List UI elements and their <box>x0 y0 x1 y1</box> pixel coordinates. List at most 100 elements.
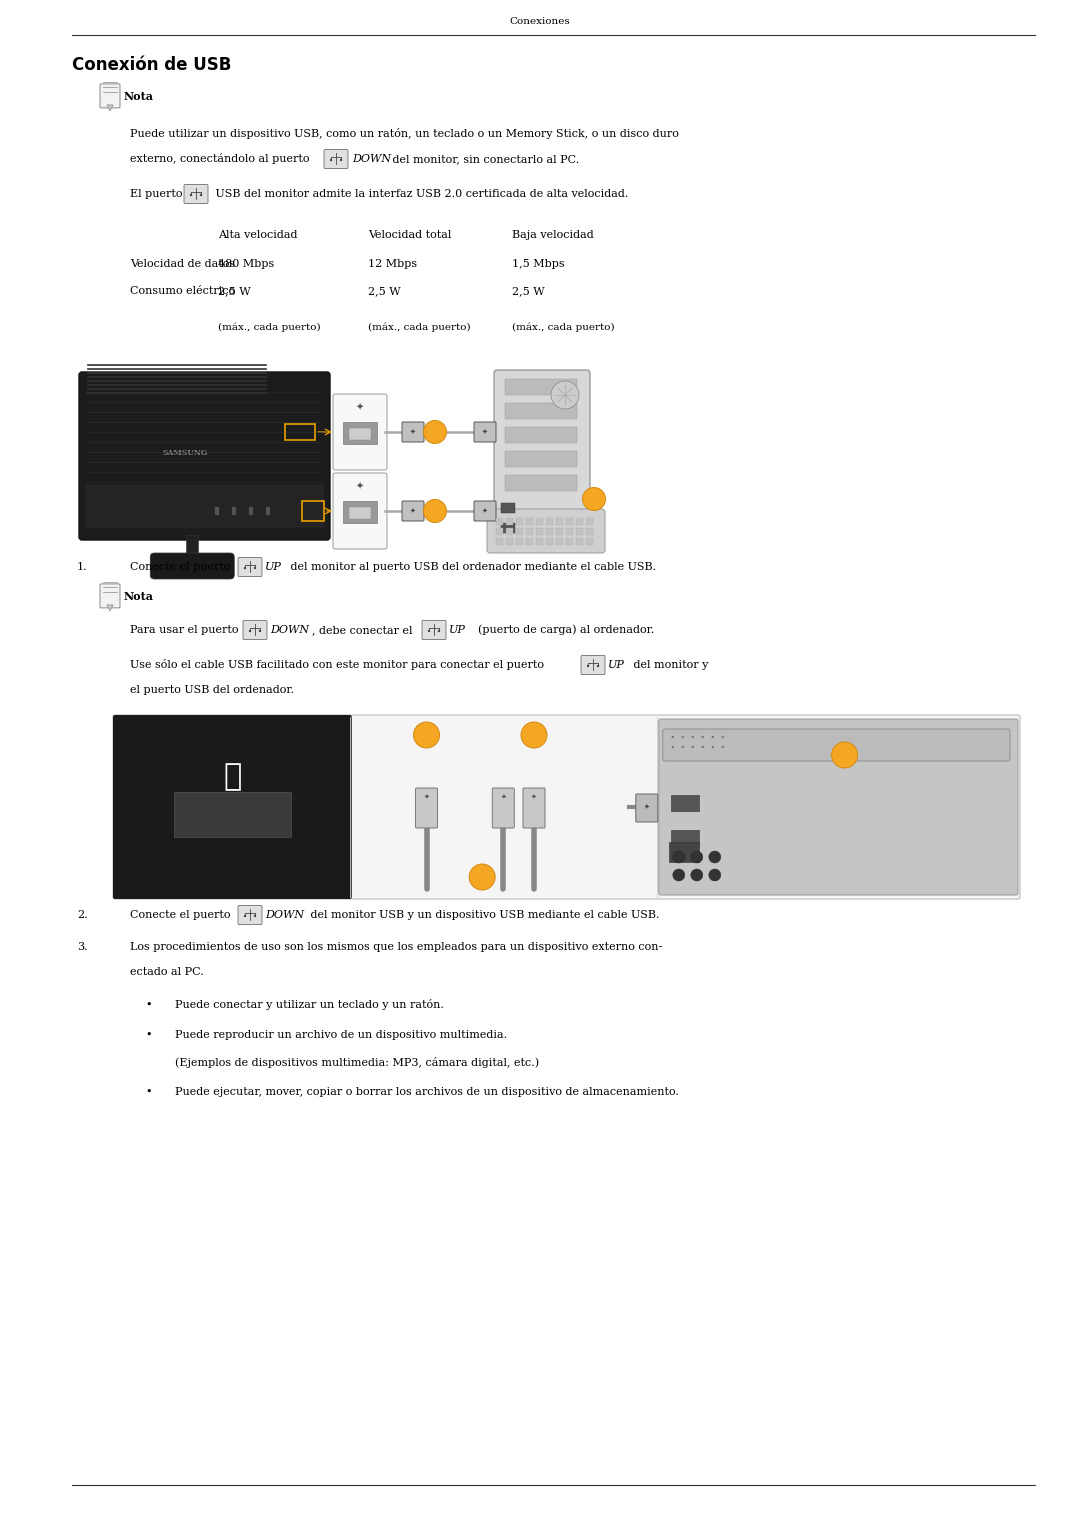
Polygon shape <box>107 605 113 611</box>
Bar <box>586 528 593 534</box>
Circle shape <box>190 194 192 195</box>
FancyBboxPatch shape <box>150 553 234 579</box>
Circle shape <box>721 736 724 738</box>
FancyBboxPatch shape <box>79 373 330 541</box>
FancyBboxPatch shape <box>402 501 424 521</box>
FancyBboxPatch shape <box>243 620 267 640</box>
Text: , debe conectar el: , debe conectar el <box>312 625 413 635</box>
Text: 1.: 1. <box>77 562 87 573</box>
Text: Puede conectar y utilizar un teclado y un ratón.: Puede conectar y utilizar un teclado y u… <box>175 1000 444 1011</box>
FancyBboxPatch shape <box>474 421 496 441</box>
Bar <box>232 507 235 515</box>
Bar <box>86 486 323 527</box>
Bar <box>505 379 577 395</box>
Text: Nota: Nota <box>124 591 154 603</box>
Text: Baja velocidad: Baja velocidad <box>512 231 594 240</box>
Text: ✦: ✦ <box>423 794 430 800</box>
Text: Alta velocidad: Alta velocidad <box>218 231 297 240</box>
Bar <box>536 538 543 545</box>
Bar <box>343 501 377 524</box>
Bar <box>566 538 573 545</box>
Bar <box>496 528 503 534</box>
Circle shape <box>832 742 858 768</box>
Text: del monitor, sin conectarlo al PC.: del monitor, sin conectarlo al PC. <box>389 154 579 163</box>
Bar <box>507 528 513 534</box>
FancyBboxPatch shape <box>402 421 424 441</box>
Text: Puede reproducir un archivo de un dispositivo multimedia.: Puede reproducir un archivo de un dispos… <box>175 1031 508 1040</box>
Circle shape <box>428 629 430 632</box>
Bar <box>556 518 563 525</box>
Text: ✦: ✦ <box>644 805 650 809</box>
Text: USB del monitor admite la interfaz USB 2.0 certificada de alta velocidad.: USB del monitor admite la interfaz USB 2… <box>212 189 629 199</box>
Text: DOWN: DOWN <box>265 910 305 919</box>
Text: Velocidad de datos: Velocidad de datos <box>130 260 235 269</box>
Circle shape <box>248 629 252 632</box>
Bar <box>546 518 553 525</box>
Bar <box>186 534 199 559</box>
Text: Para usar el puerto: Para usar el puerto <box>130 625 239 635</box>
Circle shape <box>414 722 440 748</box>
Circle shape <box>708 851 720 863</box>
Text: •: • <box>145 1087 151 1096</box>
Text: (Ejemplos de dispositivos multimedia: MP3, cámara digital, etc.): (Ejemplos de dispositivos multimedia: MP… <box>175 1057 539 1067</box>
FancyBboxPatch shape <box>100 583 120 608</box>
Bar <box>501 502 515 513</box>
FancyBboxPatch shape <box>184 185 208 203</box>
Circle shape <box>244 567 246 570</box>
Text: el puerto USB del ordenador.: el puerto USB del ordenador. <box>130 686 294 695</box>
Circle shape <box>712 745 714 748</box>
Bar <box>536 528 543 534</box>
Bar <box>349 507 372 519</box>
Text: 12 Mbps: 12 Mbps <box>368 260 417 269</box>
Text: ✦: ✦ <box>500 794 507 800</box>
Circle shape <box>329 159 333 162</box>
Circle shape <box>423 420 446 443</box>
Text: (máx., cada puerto): (máx., cada puerto) <box>368 322 471 331</box>
Text: •: • <box>145 1031 151 1040</box>
Bar <box>516 538 523 545</box>
Text: A: A <box>477 872 486 883</box>
Text: El puerto: El puerto <box>130 189 183 199</box>
Circle shape <box>691 869 703 881</box>
FancyBboxPatch shape <box>238 906 262 924</box>
Text: Conecte el puerto: Conecte el puerto <box>130 910 230 919</box>
FancyBboxPatch shape <box>659 719 1018 895</box>
Text: DOWN: DOWN <box>270 625 309 635</box>
Circle shape <box>437 629 441 632</box>
Circle shape <box>551 382 579 409</box>
Bar <box>496 538 503 545</box>
Bar <box>349 428 372 440</box>
Text: 3: 3 <box>591 495 597 504</box>
Text: 2,5 W: 2,5 W <box>368 286 401 296</box>
FancyBboxPatch shape <box>581 655 605 675</box>
Text: UP: UP <box>265 562 282 573</box>
Circle shape <box>681 745 684 748</box>
Text: ✦: ✦ <box>482 508 488 515</box>
Text: UP: UP <box>608 660 625 670</box>
Circle shape <box>673 869 685 881</box>
Text: ✦: ✦ <box>482 429 488 435</box>
Text: (máx., cada puerto): (máx., cada puerto) <box>218 322 321 331</box>
Bar <box>566 528 573 534</box>
Polygon shape <box>107 105 113 111</box>
Text: ectado al PC.: ectado al PC. <box>130 967 204 977</box>
Circle shape <box>691 745 694 748</box>
Circle shape <box>469 864 495 890</box>
Bar <box>174 793 292 837</box>
Text: 480 Mbps: 480 Mbps <box>218 260 274 269</box>
Text: Conexiones: Conexiones <box>510 17 570 26</box>
Text: ⬥: ⬥ <box>224 762 242 791</box>
Bar <box>505 403 577 418</box>
Bar <box>507 518 513 525</box>
Circle shape <box>586 664 590 667</box>
Circle shape <box>712 736 714 738</box>
Bar <box>343 421 377 444</box>
Bar <box>576 518 583 525</box>
Text: A: A <box>422 730 431 741</box>
FancyBboxPatch shape <box>494 370 590 548</box>
Bar <box>501 524 515 533</box>
Circle shape <box>691 736 694 738</box>
Bar <box>302 501 324 521</box>
Bar <box>285 425 315 440</box>
Bar <box>566 518 573 525</box>
